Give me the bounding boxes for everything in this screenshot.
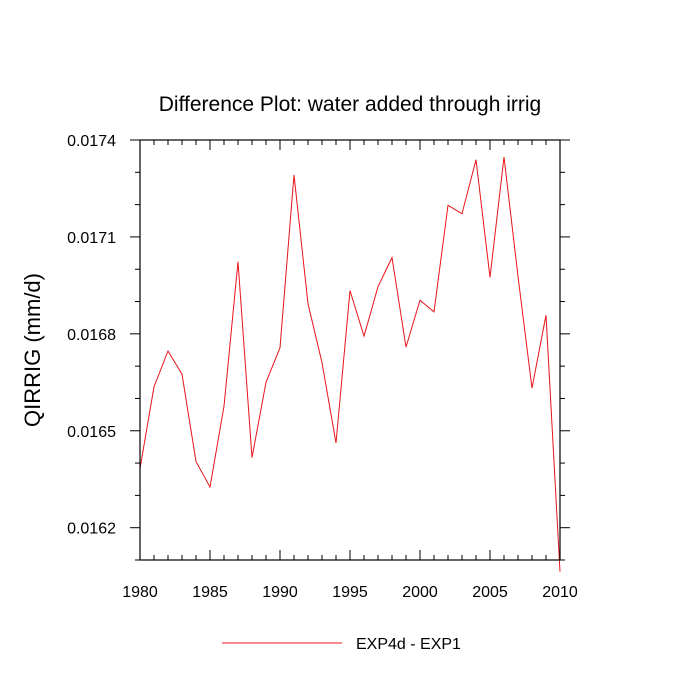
axis-ticks bbox=[130, 139, 570, 561]
x-tick-label: 1990 bbox=[262, 584, 298, 601]
x-tick-label: 1995 bbox=[332, 584, 368, 601]
y-tick-label: 0.0162 bbox=[67, 521, 116, 538]
y-tick-label: 0.0165 bbox=[67, 424, 116, 441]
y-tick-label: 0.0174 bbox=[67, 133, 116, 150]
series-line bbox=[139, 157, 561, 572]
x-tick-label: 1985 bbox=[192, 584, 228, 601]
plot-frame bbox=[139, 139, 561, 561]
y-axis-label: QIRRIG (mm/d) bbox=[20, 273, 45, 427]
x-tick-label: 2010 bbox=[542, 584, 578, 601]
y-tick-label: 0.0171 bbox=[67, 230, 116, 247]
y-tick-label: 0.0168 bbox=[67, 327, 116, 344]
x-tick-label: 1980 bbox=[122, 584, 158, 601]
y-tick-labels: 0.0162 0.0165 0.0168 0.0171 0.0174 bbox=[67, 133, 116, 538]
x-tick-labels: 1980 1985 1990 1995 2000 2005 2010 bbox=[122, 584, 578, 601]
chart-title: Difference Plot: water added through irr… bbox=[159, 93, 542, 116]
legend-label: EXP4d - EXP1 bbox=[356, 636, 461, 653]
x-tick-label: 2005 bbox=[472, 584, 508, 601]
x-tick-label: 2000 bbox=[402, 584, 438, 601]
